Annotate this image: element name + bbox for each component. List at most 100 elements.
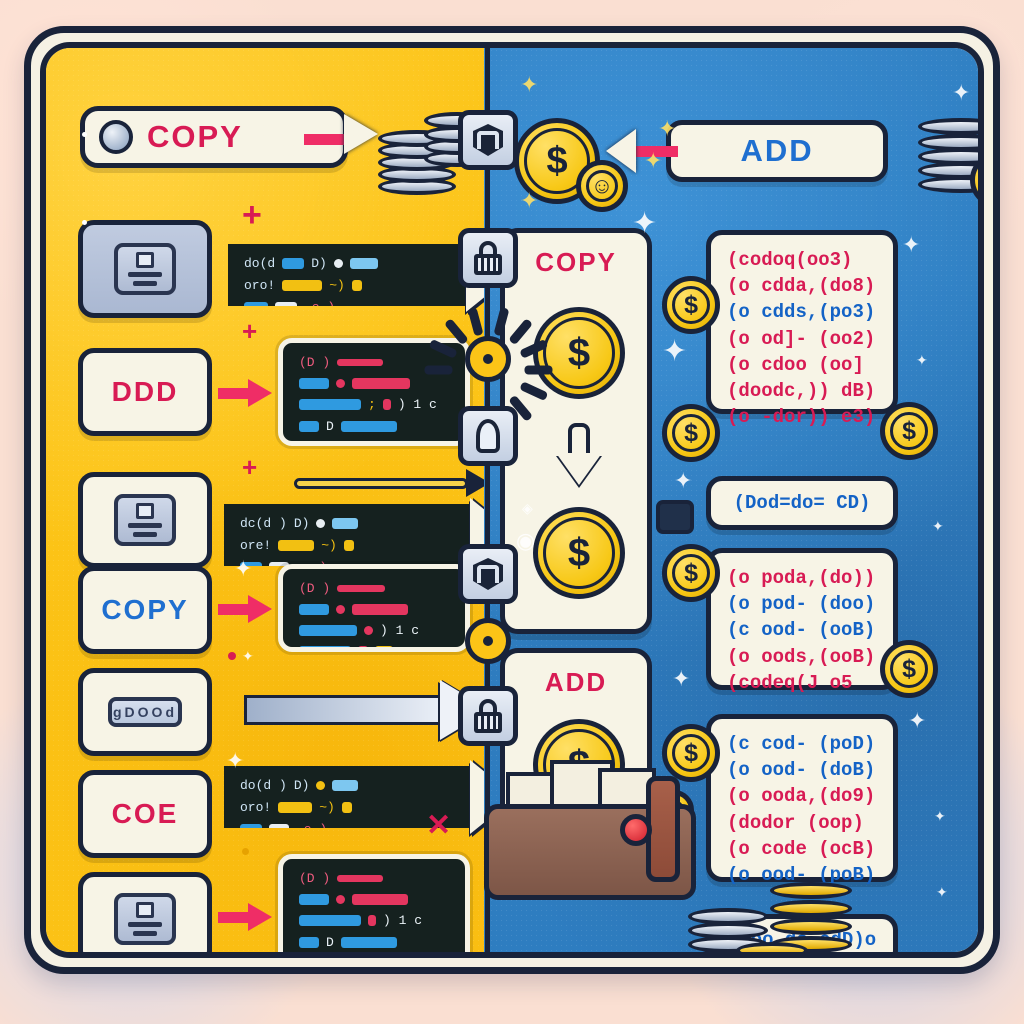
floating-coin-1: $	[662, 276, 721, 334]
sparkle-r3: ✦	[662, 335, 688, 368]
fat-grey-arrow	[244, 680, 490, 740]
document-icon	[114, 494, 176, 546]
plus-mark-2: +	[242, 316, 258, 346]
add-bar-label: ADD	[740, 133, 814, 168]
shield-up-icon-2[interactable]	[458, 544, 519, 604]
document-icon-2	[114, 893, 176, 945]
sparkle-r10: ✦	[932, 518, 944, 534]
sparkle-r9: ✦	[952, 80, 971, 105]
wallet-button	[620, 814, 652, 846]
code-card-1-line-4: (o od]- (oo2)	[727, 327, 876, 350]
sparkle-4: ✦	[238, 954, 250, 958]
code-card-1-line-3: (o cdds,(po3)	[727, 301, 876, 324]
left-row-4-button[interactable]: COPY	[78, 566, 212, 654]
sparkle-r6: ✦	[902, 232, 921, 257]
arrow-left-icon	[606, 129, 682, 173]
code-card-3-line-4: (o oods,(ooB)	[727, 645, 876, 668]
code-card-3-line-1: (o poda,(do))	[727, 567, 876, 589]
pink-arrow-2	[218, 379, 272, 407]
copy-card-coin-top: $	[533, 307, 626, 399]
small-card-icon	[656, 500, 695, 534]
rocket-glyph	[476, 419, 501, 453]
left-row-1-icon-button[interactable]	[78, 220, 212, 318]
code-card-3: (o poda,(do)) (o pod- (doo) (c ood- (ooB…	[706, 548, 899, 694]
divider-line	[485, 48, 491, 952]
sparkle-r8: ✦	[916, 352, 928, 368]
code-block-7: (D ) ) 1 c D ). )	[278, 854, 470, 952]
copy-bar-label: COPY	[147, 119, 243, 154]
dot-4	[242, 848, 249, 855]
code-card-4-line-6: (o ood- (poB)	[727, 864, 876, 887]
left-row-6-label: COE	[111, 798, 179, 829]
add-card-title: ADD	[544, 667, 608, 697]
floating-coin-4: $	[662, 724, 721, 782]
pink-arrow-7	[218, 903, 272, 931]
sparkle-r4: ✦	[674, 468, 693, 493]
sparkle-r12: ✦	[936, 884, 948, 900]
blob-icon	[99, 120, 133, 154]
sparkle-r7: ✦	[908, 708, 927, 733]
code-card-4-line-2: (o ood- (doB)	[727, 759, 876, 782]
code-strip-3: dc(d )D) ore!~) ~o )	[224, 504, 472, 566]
illustration-frame: COPY do(d D)	[24, 26, 1000, 974]
arrow-right-icon	[304, 114, 382, 154]
code-card-2: (Dod=do= CD)	[706, 476, 899, 530]
code-strip-1: do(dD) oro!~) ~o )	[228, 244, 468, 306]
dot-1	[82, 132, 87, 137]
left-row-3-icon-button[interactable]	[78, 472, 212, 568]
floating-coin-3: $	[662, 544, 721, 602]
copy-bar[interactable]: COPY	[80, 106, 348, 168]
monitor-icon	[114, 243, 176, 295]
add-bar[interactable]: ADD	[666, 120, 889, 182]
key-circle-icon-2[interactable]	[465, 618, 512, 664]
code-strip-6: do(d )D) oro!~) ~o )	[224, 766, 472, 828]
key-circle-icon[interactable]	[465, 336, 512, 382]
gold-pile-2	[736, 924, 809, 952]
shield-up-glyph	[473, 124, 504, 156]
lock-glyph	[474, 241, 503, 275]
plus-mark-1: +	[242, 196, 262, 234]
code-block-4: (D ) ) 1 c	[278, 564, 470, 652]
left-row-2-button[interactable]: DDD	[78, 348, 212, 436]
silver-coin-stack-right	[918, 114, 978, 206]
code-card-1-line-1: (codoq(oo3)	[727, 249, 853, 271]
left-row-6-button[interactable]: COE	[78, 770, 212, 858]
floating-coin-5: $	[880, 402, 939, 460]
left-row-5-icon-button[interactable]: gDOOd	[78, 668, 212, 756]
lock-icon[interactable]	[458, 228, 519, 288]
dot-3	[228, 652, 236, 660]
divider-column: ✦ ✦ ◈ ◉	[424, 48, 553, 952]
plus-mark-3: +	[242, 452, 258, 482]
code-card-1-line-6: (doodc,)) dB)	[727, 380, 876, 403]
left-row-2-label: DDD	[111, 376, 179, 407]
pink-arrow-4	[218, 595, 272, 623]
sparkle-r5: ✦	[672, 666, 691, 691]
code-card-3-line-3: (c ood- (ooB)	[727, 619, 876, 642]
floating-coin-2: $	[662, 404, 721, 462]
code-block-2: (D ) ;) 1 c D ). ;)	[278, 338, 470, 446]
wallet-icon	[484, 760, 696, 900]
shield-up-icon[interactable]	[458, 110, 519, 170]
gold-pile-3	[830, 952, 892, 958]
illustration-stage: COPY do(d D)	[40, 42, 984, 958]
dot-2	[82, 220, 87, 225]
code-card-4-line-4: (dodor (oop)	[727, 811, 864, 834]
copy-card-title: COPY	[535, 247, 617, 277]
left-row-7-icon-button[interactable]	[78, 872, 212, 952]
code-card-4: (c cod- (poD) (o ood- (doB) (o ooda,(do9…	[706, 714, 899, 886]
sparkle-r11: ✦	[934, 808, 946, 824]
floating-coin-6: $	[880, 640, 939, 698]
left-yellow-panel: COPY do(d D)	[46, 48, 516, 952]
silver-pile-1	[688, 906, 769, 952]
code-card-1: (codoq(oo3) (o cdda,(do8) (o cdds,(po3) …	[706, 230, 899, 428]
rocket-icon[interactable]	[458, 406, 519, 466]
x-mark-1: ✕	[426, 809, 452, 842]
code-card-2-line-1: (Dod=do= CD)	[733, 491, 871, 514]
code-card-3-line-2: (o pod- (doo)	[727, 593, 876, 616]
copy-card[interactable]: COPY $ $	[500, 228, 653, 634]
sparkle-2: ✦	[242, 648, 254, 664]
chip-badge-icon: gDOOd	[108, 697, 182, 727]
code-card-1-line-5: (o cdoo (oo]	[727, 353, 864, 376]
lock-icon-2[interactable]	[458, 686, 519, 746]
code-card-4-line-3: (o ooda,(do9)	[727, 785, 876, 808]
